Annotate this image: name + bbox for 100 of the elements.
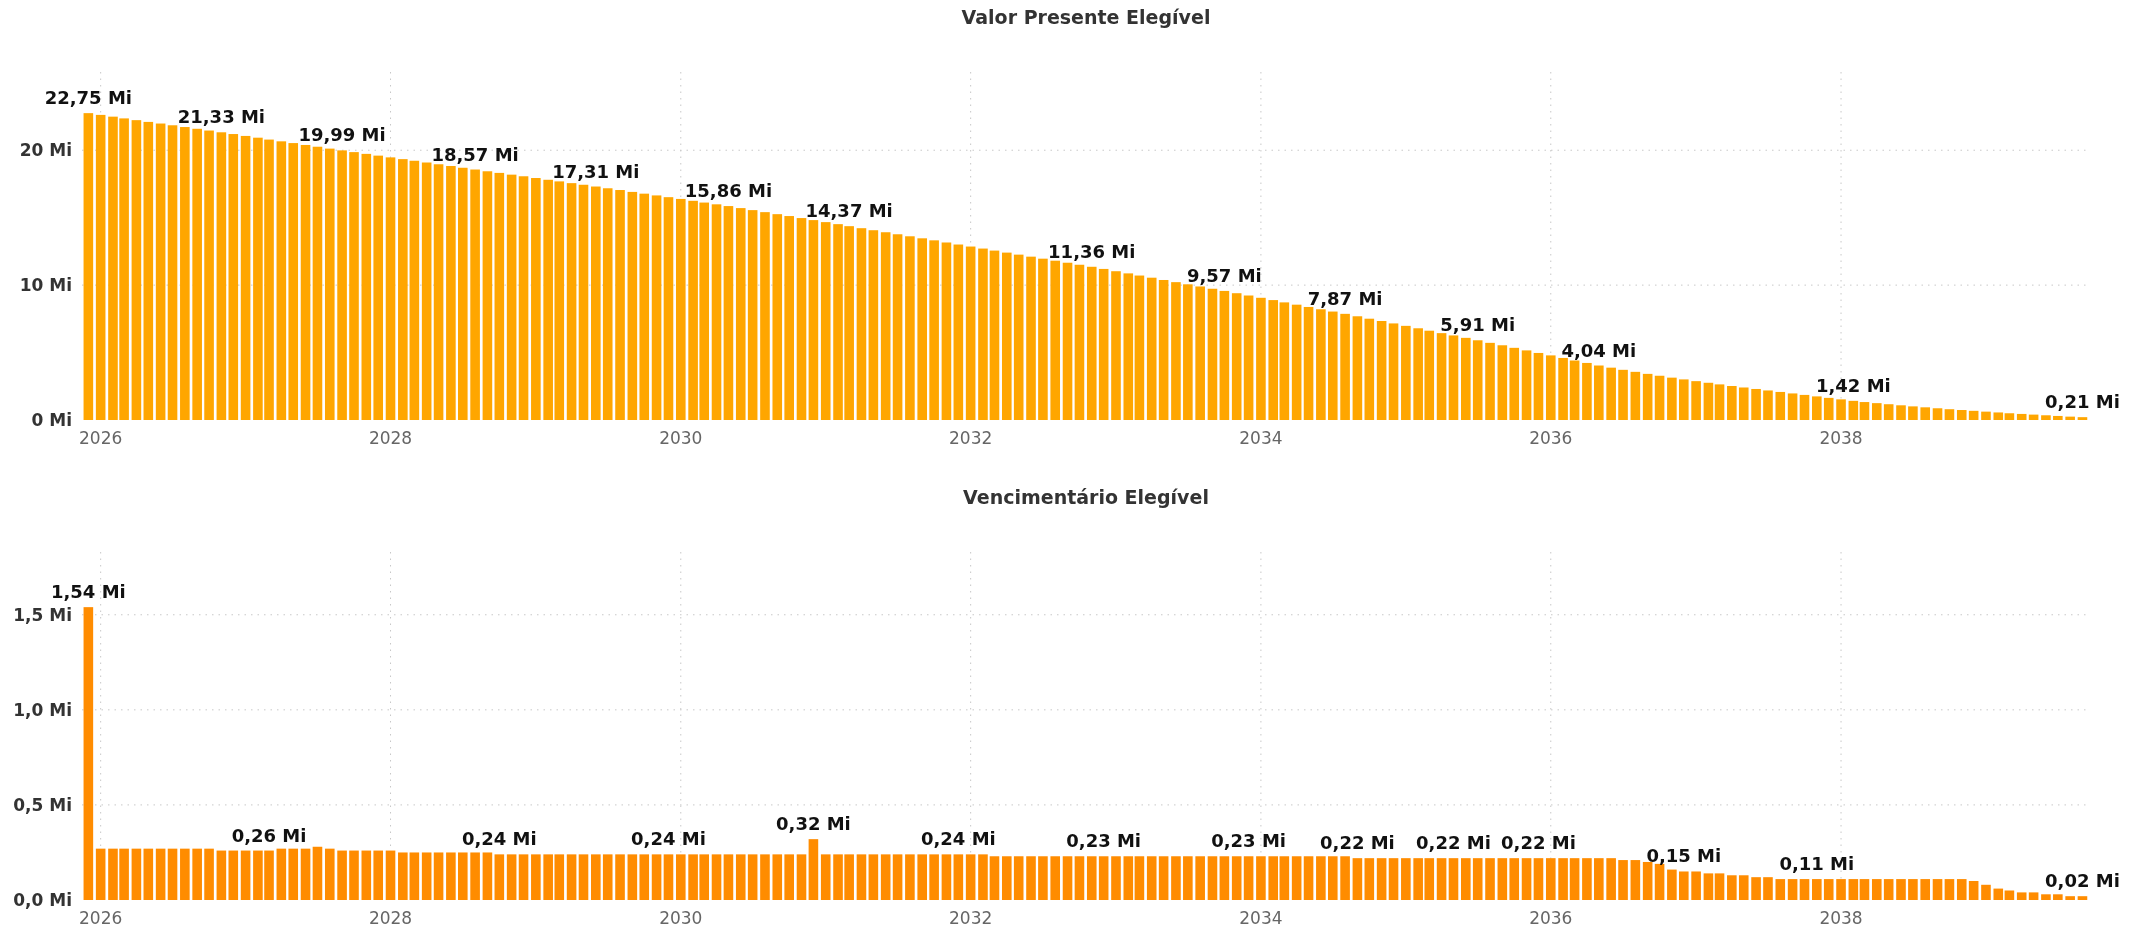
bar bbox=[457, 167, 468, 420]
chart-title: Vencimentário Elegível bbox=[963, 486, 1209, 508]
x-tick-label: 2026 bbox=[79, 428, 123, 448]
bar bbox=[1207, 856, 1218, 900]
bar bbox=[723, 206, 734, 420]
bar bbox=[1521, 350, 1532, 420]
bar bbox=[1836, 879, 1846, 900]
bar bbox=[1256, 856, 1266, 900]
bar bbox=[1787, 393, 1798, 420]
bar bbox=[1594, 365, 1604, 420]
bar bbox=[1376, 858, 1387, 900]
bar bbox=[1376, 321, 1387, 420]
bar bbox=[1461, 858, 1471, 900]
bar bbox=[651, 854, 662, 900]
bar bbox=[1158, 279, 1169, 420]
bar bbox=[627, 191, 638, 420]
data-label: 0,21 Mi bbox=[2045, 391, 2120, 413]
bar bbox=[276, 141, 287, 420]
data-label: 17,31 Mi bbox=[552, 160, 640, 182]
data-label: 14,37 Mi bbox=[805, 200, 893, 222]
data-label: 22,75 Mi bbox=[44, 87, 132, 109]
bar bbox=[1256, 297, 1266, 420]
bar bbox=[1775, 391, 1786, 420]
x-tick-label: 2038 bbox=[1819, 428, 1863, 448]
bar bbox=[1763, 390, 1773, 420]
x-tick-label: 2030 bbox=[659, 908, 703, 928]
bar bbox=[324, 148, 335, 420]
bar bbox=[941, 242, 952, 420]
bar bbox=[1521, 858, 1532, 900]
bar bbox=[868, 854, 879, 900]
bar bbox=[784, 216, 794, 420]
bar bbox=[1509, 347, 1520, 420]
bar bbox=[312, 146, 323, 420]
bar bbox=[905, 236, 915, 420]
bar bbox=[1485, 342, 1495, 420]
bar bbox=[1279, 856, 1290, 900]
bar bbox=[1836, 399, 1846, 420]
bar bbox=[1111, 271, 1121, 420]
bar bbox=[1111, 856, 1121, 900]
bar bbox=[1013, 254, 1024, 420]
bar bbox=[276, 848, 287, 900]
bar bbox=[1714, 384, 1725, 420]
bar bbox=[856, 854, 867, 900]
data-label: 0,24 Mi bbox=[631, 828, 706, 850]
bar bbox=[2053, 415, 2063, 420]
bar bbox=[1932, 879, 1943, 900]
bar bbox=[337, 150, 347, 420]
bar bbox=[457, 852, 468, 900]
bar bbox=[1630, 860, 1641, 900]
bar bbox=[760, 854, 770, 900]
bar bbox=[1848, 879, 1859, 900]
bar bbox=[1352, 858, 1363, 900]
data-label: 1,54 Mi bbox=[50, 581, 126, 603]
bar bbox=[398, 159, 408, 420]
bar bbox=[1448, 335, 1459, 420]
bar bbox=[1038, 856, 1048, 900]
data-label: 0,02 Mi bbox=[2045, 870, 2120, 892]
bar bbox=[1291, 856, 1302, 900]
bar bbox=[1158, 856, 1169, 900]
bar bbox=[1920, 879, 1931, 900]
bar bbox=[1883, 404, 1894, 420]
bar bbox=[1195, 856, 1205, 900]
bar bbox=[1303, 856, 1314, 900]
bar bbox=[1291, 304, 1302, 420]
bar bbox=[1364, 318, 1375, 420]
bar bbox=[1751, 877, 1761, 900]
bar bbox=[566, 183, 577, 420]
bar bbox=[373, 155, 384, 420]
y-tick-label: 1,0 Mi bbox=[13, 699, 72, 720]
bar bbox=[1001, 252, 1012, 420]
bar bbox=[1086, 266, 1097, 420]
bar bbox=[131, 848, 142, 900]
bar bbox=[1714, 873, 1725, 900]
bar bbox=[1558, 858, 1568, 900]
bar bbox=[143, 848, 154, 900]
x-tick-label: 2026 bbox=[79, 908, 123, 928]
bar bbox=[155, 123, 166, 420]
bar bbox=[446, 166, 456, 420]
bar bbox=[1074, 264, 1085, 420]
data-label: 19,99 Mi bbox=[298, 124, 386, 146]
bar bbox=[929, 240, 939, 420]
data-label: 0,26 Mi bbox=[231, 824, 307, 846]
data-label: 5,91 Mi bbox=[1440, 314, 1516, 336]
bar bbox=[1956, 410, 1967, 420]
bar bbox=[1703, 873, 1714, 900]
bar bbox=[615, 854, 625, 900]
y-tick-label: 10 Mi bbox=[19, 275, 72, 296]
bar bbox=[1533, 352, 1544, 420]
bar bbox=[1171, 282, 1181, 420]
bar bbox=[675, 198, 686, 420]
bar bbox=[1183, 856, 1193, 900]
bar bbox=[808, 220, 819, 420]
data-label: 0,22 Mi bbox=[1416, 832, 1491, 854]
bar bbox=[602, 188, 613, 420]
bar bbox=[1751, 388, 1761, 420]
bar bbox=[1038, 258, 1048, 420]
bar bbox=[1738, 387, 1749, 420]
bar bbox=[2065, 896, 2075, 900]
bar bbox=[1582, 362, 1592, 420]
data-label: 11,36 Mi bbox=[1048, 240, 1136, 262]
